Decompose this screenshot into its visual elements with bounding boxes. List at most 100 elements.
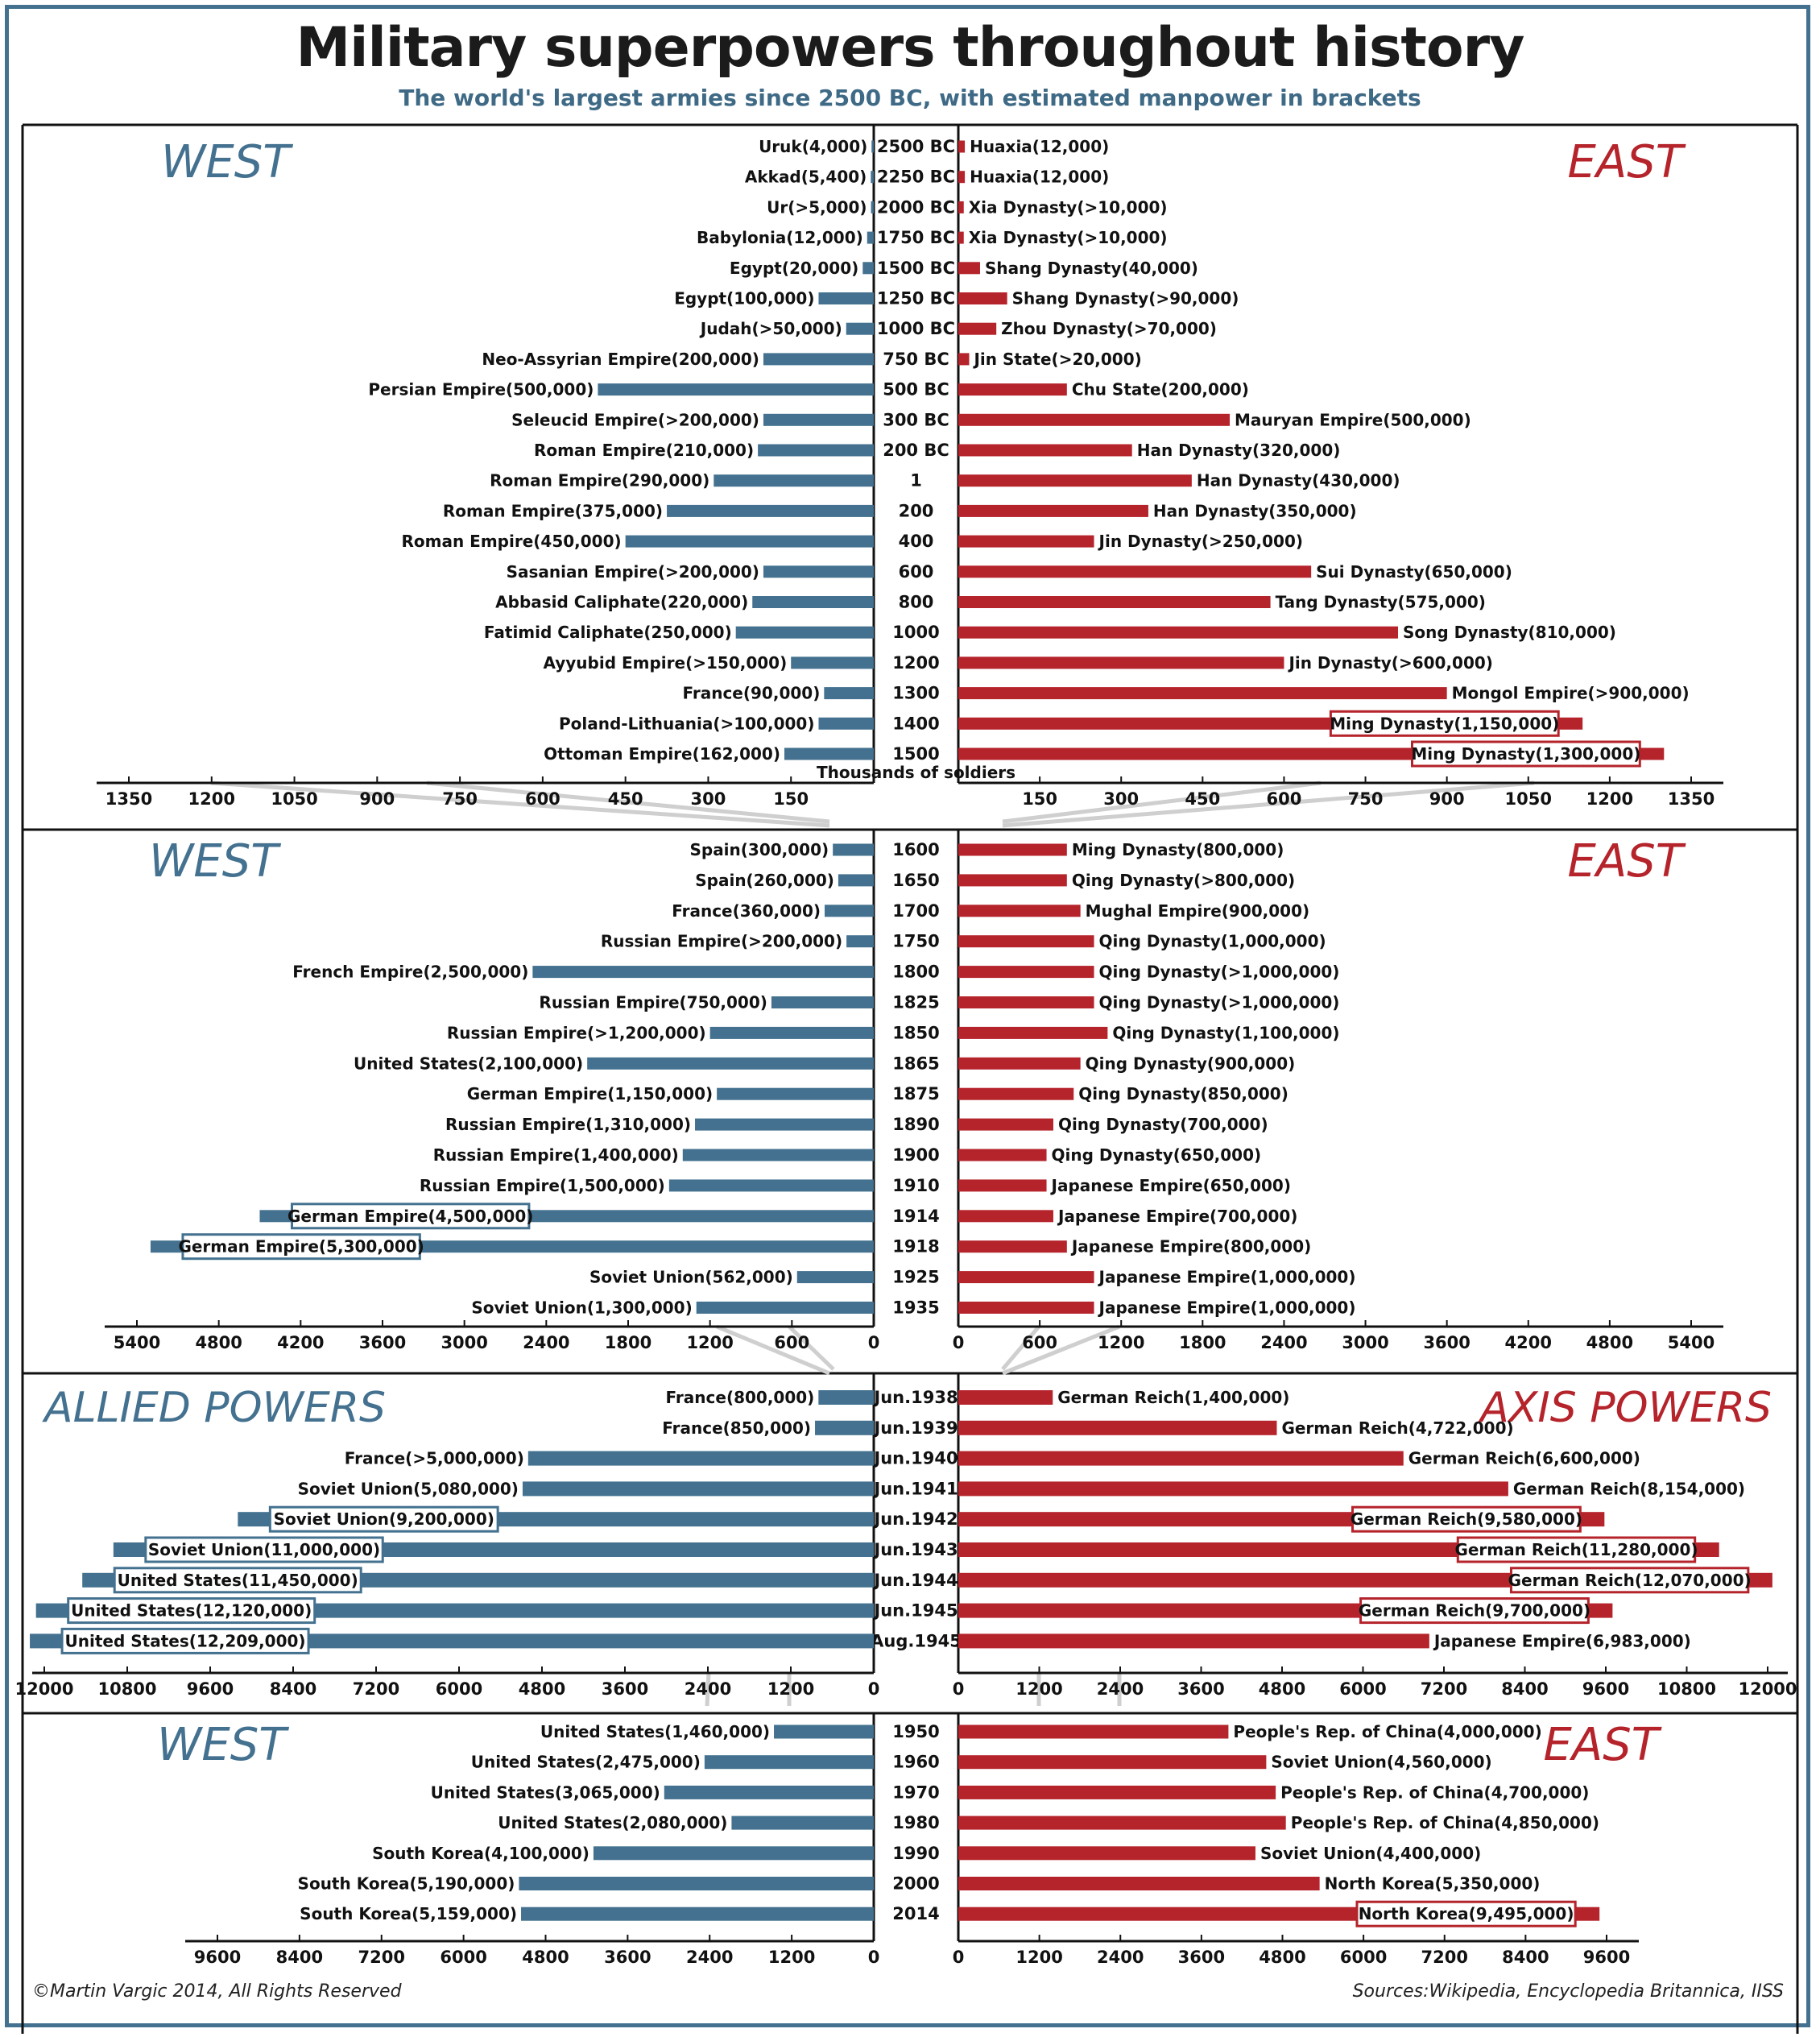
year-label: 2014 [892, 1904, 939, 1923]
west-bar [763, 353, 874, 366]
year-label: 2000 [892, 1874, 939, 1894]
west-bar-label: United States(3,065,000) [431, 1782, 660, 1802]
row-1925: 1925 Soviet Union(562,000) Japanese Empire… [589, 1268, 1356, 1287]
east-bar [958, 1633, 1429, 1649]
year-label: Jun.1940 [872, 1449, 958, 1468]
left-heading: WEST [149, 835, 281, 888]
row-1400: 1400 Poland-Lithuania(>100,000) Ming Dynas… [559, 710, 1583, 737]
x-tick-label: 0 [868, 1948, 880, 1967]
x-tick-label: 0 [868, 1333, 880, 1352]
year-label: Jun.1939 [872, 1418, 958, 1438]
west-bar [796, 1271, 874, 1284]
east-bar-label: Huaxia(12,000) [970, 137, 1109, 156]
west-bar-label: France(90,000) [682, 684, 820, 703]
left-heading: WEST [161, 136, 293, 188]
row-1800: 1800 French Empire(2,500,000) Qing Dynasty… [292, 963, 1339, 982]
east-bar [958, 843, 1067, 856]
east-bar-label: Qing Dynasty(900,000) [1086, 1054, 1296, 1073]
year-label: Jun.1945 [872, 1601, 958, 1621]
east-bar [958, 262, 980, 275]
year-label: Jun.1944 [872, 1571, 958, 1590]
scale-connector-line [1002, 780, 1322, 824]
west-bar-label: France(850,000) [662, 1418, 811, 1438]
year-label: Aug.1945 [871, 1631, 962, 1650]
east-bar [958, 596, 1271, 608]
x-tick-label: 1350 [105, 789, 152, 809]
west-bar [818, 1390, 874, 1405]
east-bar [958, 171, 966, 184]
x-tick-label: 2400 [1260, 1333, 1307, 1352]
right-heading: EAST [1568, 835, 1686, 888]
east-bar-label: German Reich(4,722,000) [1281, 1418, 1513, 1438]
x-tick-label: 9600 [194, 1948, 241, 1967]
left-heading: WEST [157, 1719, 289, 1771]
year-label: 1750 BC [877, 228, 955, 247]
chart-panel-4: WEST EAST 9600 8400 7200 6000 4800 3600 2400 1200… [157, 1713, 1662, 1967]
year-label: 1650 [892, 871, 939, 890]
east-bar-label: Zhou Dynasty(>70,000) [1001, 319, 1217, 338]
year-label: 1865 [892, 1054, 939, 1073]
scale-connector-line [1002, 780, 1535, 828]
west-bar [731, 1815, 874, 1830]
x-tick-label: 900 [1429, 789, 1465, 809]
year-label: Jun.1941 [872, 1479, 958, 1498]
west-bar [784, 747, 874, 760]
east-bar [958, 201, 964, 213]
year-label: Jun.1938 [872, 1388, 958, 1407]
west-bar-label: German Empire(4,500,000) [287, 1207, 533, 1226]
row-Jun-1945: Jun.1945 United States(12,120,000) German … [35, 1597, 1613, 1625]
east-bar [958, 383, 1067, 396]
west-bar-label: Fatimid Caliphate(250,000) [484, 623, 732, 642]
row-1960: 1960 United States(2,475,000) Soviet Union… [471, 1753, 1492, 1772]
west-bar [818, 292, 874, 304]
west-bar [871, 140, 874, 153]
west-bar-label: Sasanian Empire(>200,000) [507, 562, 759, 582]
west-bar [758, 444, 874, 457]
x-tick-label: 7200 [353, 1679, 399, 1699]
x-tick-label: 8400 [1501, 1679, 1548, 1699]
year-label: 1400 [892, 714, 939, 733]
year-label: 1750 [892, 932, 939, 951]
east-bar-label: Jin Dynasty(>250,000) [1098, 532, 1304, 551]
west-bar [871, 171, 874, 184]
year-label: 300 BC [883, 410, 949, 429]
east-bar-label: German Reich(11,280,000) [1454, 1540, 1698, 1559]
x-tick-label: 600 [1022, 1333, 1057, 1352]
year-label: 2500 BC [877, 137, 955, 156]
x-tick-label: 8400 [1502, 1948, 1549, 1967]
west-bar-label: German Empire(5,300,000) [178, 1237, 424, 1257]
x-tick-label: 600 [525, 789, 560, 809]
year-label: 1918 [892, 1237, 939, 1257]
east-bar [958, 1057, 1081, 1070]
west-bar [519, 1877, 874, 1890]
west-bar [791, 656, 874, 669]
east-bar-label: Tang Dynasty(575,000) [1276, 593, 1486, 612]
x-tick-label: 900 [359, 789, 395, 809]
west-label-box [113, 1567, 362, 1594]
x-tick-label: 6000 [440, 1948, 486, 1967]
row-600: 600 Sasanian Empire(>200,000) Sui Dynasty(… [507, 562, 1512, 582]
east-bar [958, 444, 1132, 457]
x-tick-label: 8400 [276, 1948, 323, 1967]
year-label: 750 BC [883, 350, 949, 369]
east-bar-label: Ming Dynasty(800,000) [1072, 840, 1284, 859]
west-bar [664, 1785, 874, 1799]
x-tick-label: 1350 [1668, 789, 1715, 809]
east-bar [958, 656, 1284, 669]
west-bar [704, 1755, 874, 1770]
row-300-BC: 300 BC Seleucid Empire(>200,000) Mauryan E… [511, 410, 1471, 429]
x-tick-label: 4800 [519, 1679, 565, 1699]
east-bar-label: Han Dynasty(350,000) [1153, 501, 1357, 520]
east-bar [958, 535, 1094, 548]
west-bar [695, 1118, 874, 1131]
east-bar [958, 1302, 1094, 1314]
west-bar-label: Russian Empire(1,400,000) [433, 1145, 679, 1165]
row-1650: 1650 Spain(260,000) Qing Dynasty(>800,000) [695, 871, 1295, 890]
east-bar-label: Ming Dynasty(1,150,000) [1330, 714, 1559, 733]
east-bar-label: German Reich(6,600,000) [1408, 1449, 1640, 1468]
x-tick-label: 300 [1103, 789, 1139, 809]
x-tick-label: 1050 [1505, 789, 1552, 809]
right-heading: AXIS POWERS [1478, 1384, 1772, 1432]
east-bar-label: Han Dynasty(430,000) [1197, 471, 1400, 491]
east-bar-label: Chu State(200,000) [1072, 380, 1249, 400]
